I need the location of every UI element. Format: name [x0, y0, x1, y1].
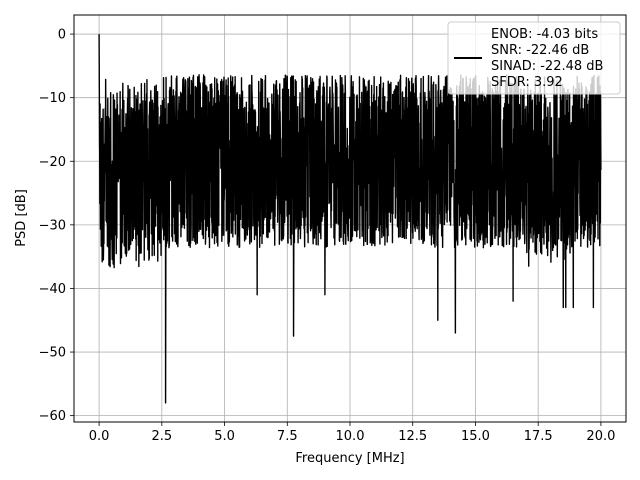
y-tick-label: −50	[39, 346, 66, 361]
legend-text-snr: SNR: -22.46 dB	[491, 43, 589, 58]
x-tick-label: 10.0	[336, 429, 365, 444]
y-tick-label: −10	[39, 91, 66, 106]
legend: ENOB: -4.03 bits SNR: -22.46 dB SINAD: -…	[447, 21, 621, 95]
y-tick-label: −20	[39, 155, 66, 170]
x-axis-label: Frequency [MHz]	[295, 451, 404, 466]
y-tick-label: 0	[58, 28, 66, 43]
y-axis-label: PSD [dB]	[14, 189, 29, 247]
legend-text-sfdr: SFDR: 3.92	[491, 75, 563, 90]
x-tick-label: 2.5	[151, 429, 172, 444]
psd-line	[98, 34, 602, 404]
x-axis-ticks: 0.0 2.5 5.0 7.5 10.0 12.5 15.0 17.5 20.0	[89, 422, 615, 444]
psd-series	[98, 34, 602, 404]
x-tick-label: 15.0	[461, 429, 490, 444]
y-axis-ticks: 0 −10 −20 −30 −40 −50 −60	[39, 28, 74, 424]
y-tick-label: −60	[39, 409, 66, 424]
x-tick-label: 5.0	[214, 429, 235, 444]
x-tick-label: 7.5	[277, 429, 298, 444]
x-tick-label: 12.5	[398, 429, 427, 444]
y-tick-label: −30	[39, 218, 66, 233]
y-tick-label: −40	[39, 282, 66, 297]
x-tick-label: 17.5	[524, 429, 553, 444]
legend-text-enob: ENOB: -4.03 bits	[491, 27, 598, 42]
legend-text-sinad: SINAD: -22.48 dB	[491, 59, 603, 74]
legend-box	[447, 21, 621, 95]
x-tick-label: 20.0	[586, 429, 615, 444]
x-tick-label: 0.0	[89, 429, 110, 444]
